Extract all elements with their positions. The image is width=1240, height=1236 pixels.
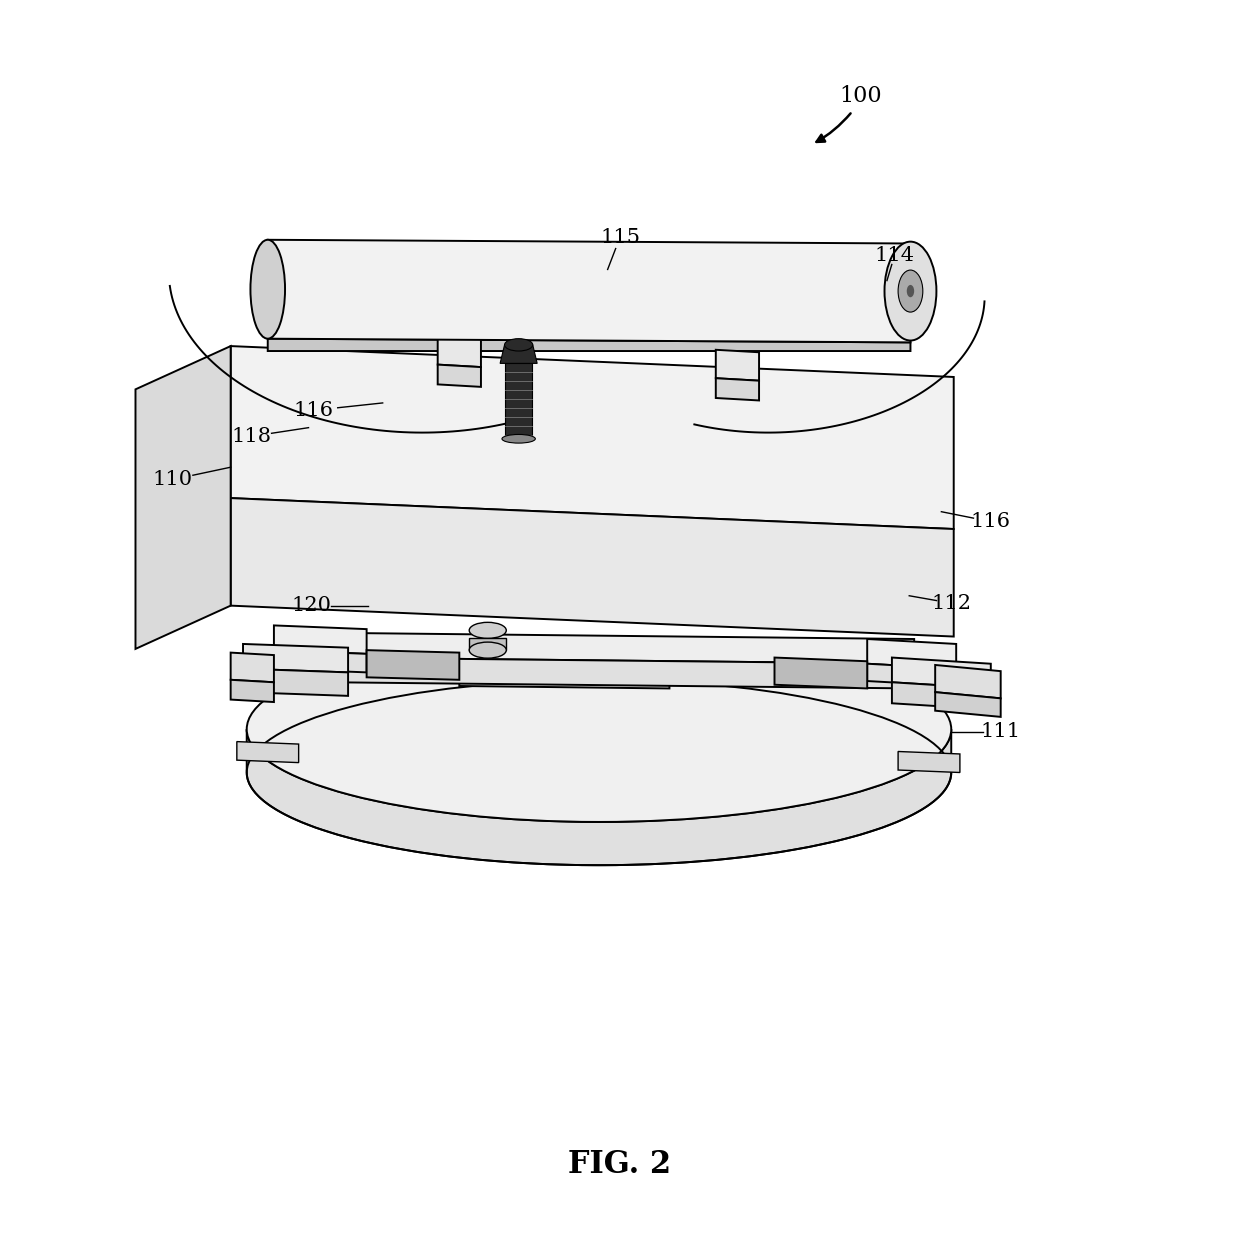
Text: 114: 114 (874, 246, 914, 266)
Polygon shape (469, 638, 506, 650)
Text: 120: 120 (291, 596, 331, 616)
Polygon shape (867, 639, 956, 669)
Ellipse shape (898, 271, 923, 311)
Polygon shape (231, 346, 954, 529)
Polygon shape (231, 680, 274, 702)
Polygon shape (892, 682, 991, 709)
Ellipse shape (469, 623, 506, 639)
Polygon shape (274, 650, 367, 672)
Polygon shape (500, 345, 537, 363)
Ellipse shape (250, 240, 285, 339)
Text: 110: 110 (153, 470, 192, 489)
Polygon shape (867, 664, 956, 686)
Polygon shape (334, 658, 914, 688)
Ellipse shape (469, 643, 506, 658)
Polygon shape (775, 658, 867, 688)
Polygon shape (438, 336, 481, 367)
Text: 112: 112 (931, 593, 971, 613)
Polygon shape (505, 363, 532, 439)
Ellipse shape (502, 435, 536, 444)
Polygon shape (237, 742, 299, 763)
Polygon shape (231, 498, 954, 637)
Text: 118: 118 (232, 426, 272, 446)
Polygon shape (438, 365, 481, 387)
Polygon shape (935, 665, 1001, 698)
Text: 111: 111 (981, 722, 1021, 742)
Polygon shape (274, 625, 367, 654)
Polygon shape (334, 633, 914, 664)
Polygon shape (243, 644, 348, 672)
Ellipse shape (884, 242, 936, 340)
Polygon shape (268, 240, 910, 342)
Polygon shape (459, 637, 670, 688)
Text: FIG. 2: FIG. 2 (568, 1148, 672, 1180)
Text: 116: 116 (971, 512, 1011, 531)
Text: 116: 116 (294, 400, 334, 420)
Polygon shape (935, 692, 1001, 717)
Ellipse shape (505, 339, 533, 351)
Ellipse shape (247, 637, 951, 822)
Polygon shape (243, 669, 348, 696)
Polygon shape (892, 658, 991, 688)
Polygon shape (231, 653, 274, 682)
Polygon shape (898, 751, 960, 772)
Polygon shape (247, 729, 951, 865)
Text: 115: 115 (600, 227, 640, 247)
Polygon shape (715, 350, 759, 381)
Text: 100: 100 (839, 85, 883, 108)
Polygon shape (268, 339, 910, 351)
Polygon shape (367, 650, 459, 680)
Ellipse shape (906, 286, 914, 298)
Polygon shape (715, 378, 759, 400)
Polygon shape (135, 346, 231, 649)
